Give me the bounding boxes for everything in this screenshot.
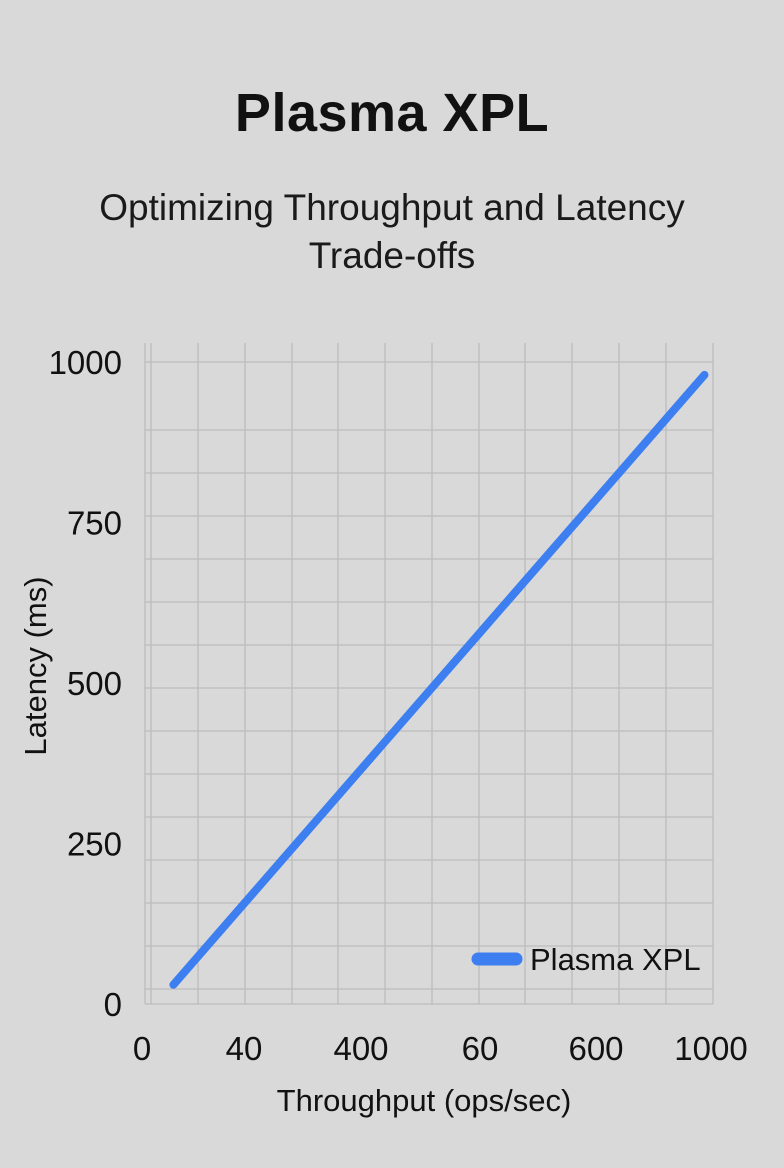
y-tick-label: 1000: [49, 344, 122, 381]
x-tick-label: 40: [226, 1030, 263, 1067]
y-axis-tick-labels: 0 250 500 750 1000: [49, 344, 122, 1023]
legend: Plasma XPL: [471, 942, 701, 977]
y-tick-label: 750: [67, 505, 122, 542]
x-tick-label: 0: [133, 1030, 151, 1067]
x-tick-label: 600: [568, 1030, 623, 1067]
series-line-plasma-xpl: [169, 370, 709, 989]
x-axis-tick-labels: 0 40 400 60 600 1000: [133, 1030, 748, 1067]
y-tick-label: 250: [67, 826, 122, 863]
chart-subtitle: Optimizing Throughput and Latency Trade-…: [99, 187, 685, 276]
x-tick-label: 60: [462, 1030, 499, 1067]
y-axis-title: Latency (ms): [18, 576, 53, 755]
x-axis-title: Throughput (ops/sec): [277, 1083, 572, 1118]
series-layer: [169, 370, 709, 989]
y-tick-label: 500: [67, 665, 122, 702]
grid-lines: [144, 343, 714, 1005]
x-tick-label: 400: [333, 1030, 388, 1067]
y-tick-label: 0: [104, 986, 122, 1023]
legend-label-plasma-xpl: Plasma XPL: [530, 942, 701, 977]
x-tick-label: 1000: [674, 1030, 747, 1067]
chart-title: Plasma XPL: [234, 83, 550, 143]
